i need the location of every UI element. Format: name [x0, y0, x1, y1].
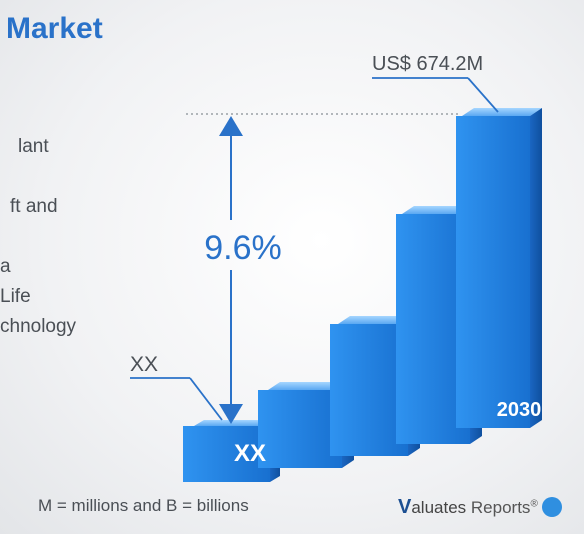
side-text-2: ft and: [10, 196, 58, 217]
callout-first: XX: [130, 353, 223, 421]
side-text-4: Life: [0, 286, 31, 307]
globe-icon: [541, 497, 562, 517]
bar-label-1: XX: [234, 440, 266, 467]
brand-mark: ®: [530, 498, 538, 510]
growth-label: 9.6%: [204, 229, 282, 267]
brand-suffix: Reports: [470, 498, 531, 517]
brand-logo: Valuates Reports®: [398, 496, 562, 519]
chart-title: Market: [6, 12, 103, 45]
brand-name: aluates: [411, 498, 467, 517]
side-text-1: lant: [18, 136, 49, 157]
growth-arrow: [219, 116, 243, 424]
bar-5: [456, 108, 542, 428]
data-label-last: US$ 674.2M: [372, 53, 483, 75]
bar-label-5: 2030: [497, 399, 542, 421]
brand-v: V: [398, 496, 412, 518]
footnote: M = millions and B = billions: [38, 496, 249, 515]
side-text-5: chnology: [0, 316, 77, 337]
bars: [183, 108, 542, 482]
side-text-3: a: [0, 256, 11, 277]
data-label-first: XX: [130, 353, 158, 376]
callout-last: US$ 674.2M: [372, 53, 499, 113]
